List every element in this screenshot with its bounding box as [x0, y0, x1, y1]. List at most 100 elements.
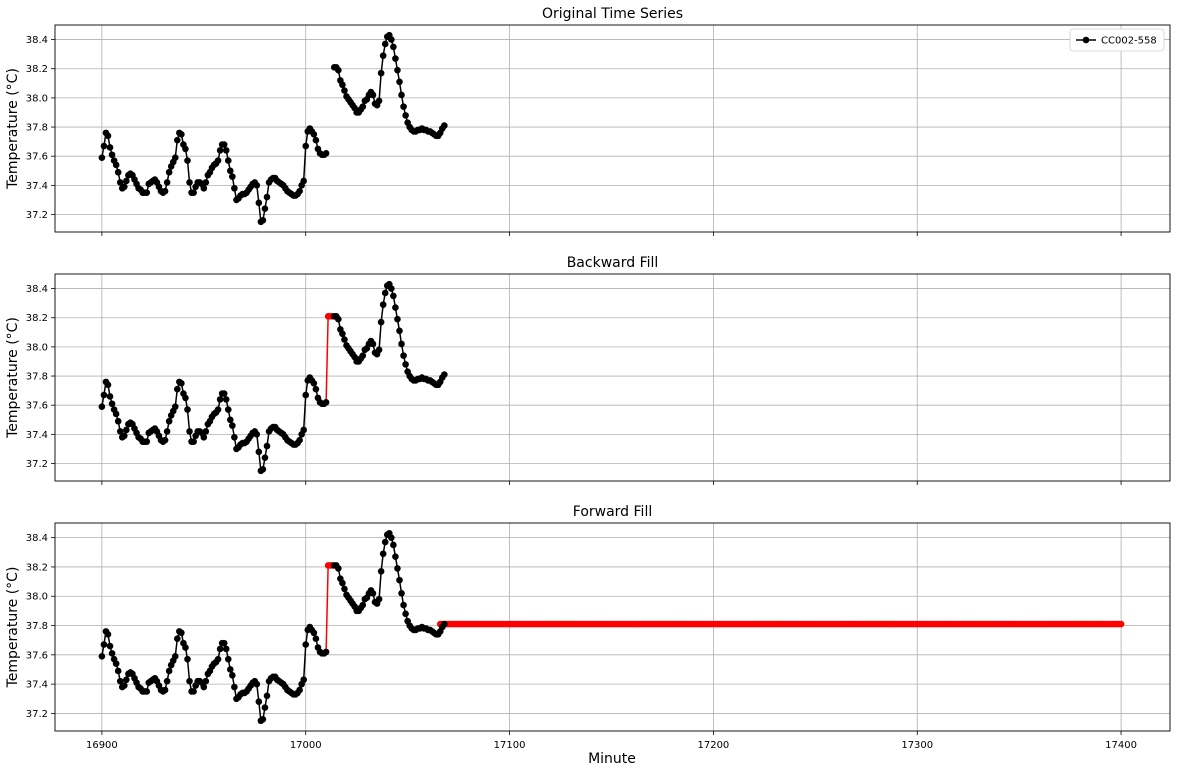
data-point [202, 179, 210, 186]
data-point [300, 426, 307, 434]
data-point [312, 136, 320, 144]
data-point [341, 336, 348, 343]
data-point [214, 655, 222, 663]
y-tick-label: 38.2 [26, 64, 48, 75]
data-point [394, 66, 401, 74]
data-point [402, 112, 409, 119]
data-point [335, 315, 342, 323]
data-point [106, 393, 114, 400]
data-point [396, 78, 403, 86]
y-tick-label: 38.0 [26, 93, 48, 104]
data-point [186, 428, 193, 435]
data-point [310, 131, 318, 138]
data-point [322, 398, 330, 406]
data-point [178, 629, 185, 637]
data-point [402, 610, 409, 618]
legend-box [1069, 28, 1165, 52]
data-point [186, 179, 193, 186]
data-point [335, 565, 342, 572]
data-point [161, 686, 169, 694]
panel-title: Backward Fill [567, 255, 659, 271]
x-tick-label: 17300 [901, 740, 933, 751]
data-point [377, 69, 385, 77]
y-tick-label: 38.2 [26, 562, 48, 573]
data-point [190, 438, 197, 445]
data-point [312, 385, 320, 393]
data-point [121, 682, 128, 689]
data-point [310, 380, 318, 387]
data-point [214, 157, 222, 164]
data-point [377, 318, 385, 326]
data-point [161, 187, 169, 195]
data-point [229, 672, 236, 679]
data-point [98, 403, 106, 410]
data-point [375, 346, 383, 354]
data-point [190, 688, 197, 695]
data-point [398, 590, 405, 597]
data-point [390, 292, 397, 300]
data-point [227, 666, 234, 673]
data-point [381, 538, 389, 546]
legend-label: CC002-558 [1101, 36, 1157, 47]
data-point [143, 688, 151, 695]
data-point [296, 686, 303, 694]
data-point [220, 639, 228, 647]
data-point [171, 403, 179, 410]
data-point [261, 704, 269, 711]
y-tick-label: 38.4 [26, 284, 48, 295]
data-point [259, 466, 267, 473]
data-point [100, 391, 108, 399]
axes-frame [54, 522, 1171, 732]
data-point [296, 436, 303, 444]
data-point [98, 154, 106, 161]
data-point [184, 406, 191, 413]
data-point [369, 91, 377, 99]
data-point [398, 91, 405, 99]
data-point [100, 142, 108, 150]
data-point [300, 177, 307, 185]
data-point [229, 173, 236, 180]
data-point [121, 183, 128, 191]
data-point [310, 629, 318, 637]
data-point [178, 380, 185, 387]
data-point [171, 652, 179, 660]
data-point [231, 433, 238, 441]
data-point [202, 428, 210, 435]
y-tick-label: 37.4 [26, 680, 48, 691]
data-point [114, 667, 122, 675]
data-point [184, 157, 191, 164]
data-point [253, 680, 261, 688]
data-point [261, 454, 269, 461]
y-tick-label: 37.2 [26, 459, 48, 470]
data-point [108, 151, 116, 159]
y-tick-label: 37.8 [26, 621, 48, 632]
data-point [392, 553, 399, 560]
data-point [388, 285, 395, 292]
data-point [214, 406, 222, 413]
data-point [222, 645, 230, 653]
data-point [108, 650, 116, 657]
filled-point [1117, 620, 1125, 628]
data-point [165, 168, 173, 176]
data-point [227, 167, 234, 175]
data-point [400, 103, 407, 110]
data-point [106, 642, 114, 650]
data-point [263, 692, 271, 700]
data-point [398, 340, 405, 348]
data-point [253, 182, 261, 189]
data-point [402, 361, 409, 368]
y-tick-label: 38.4 [26, 35, 48, 46]
data-point [255, 199, 263, 207]
data-point [359, 103, 367, 110]
data-point [263, 193, 271, 201]
data-point [200, 683, 208, 691]
data-point [121, 432, 128, 440]
x-axis-label: Minute [588, 751, 636, 767]
data-point [261, 205, 269, 212]
data-point [112, 660, 120, 667]
data-point [255, 448, 263, 456]
y-tick-label: 37.2 [26, 709, 48, 720]
data-point [220, 141, 228, 148]
